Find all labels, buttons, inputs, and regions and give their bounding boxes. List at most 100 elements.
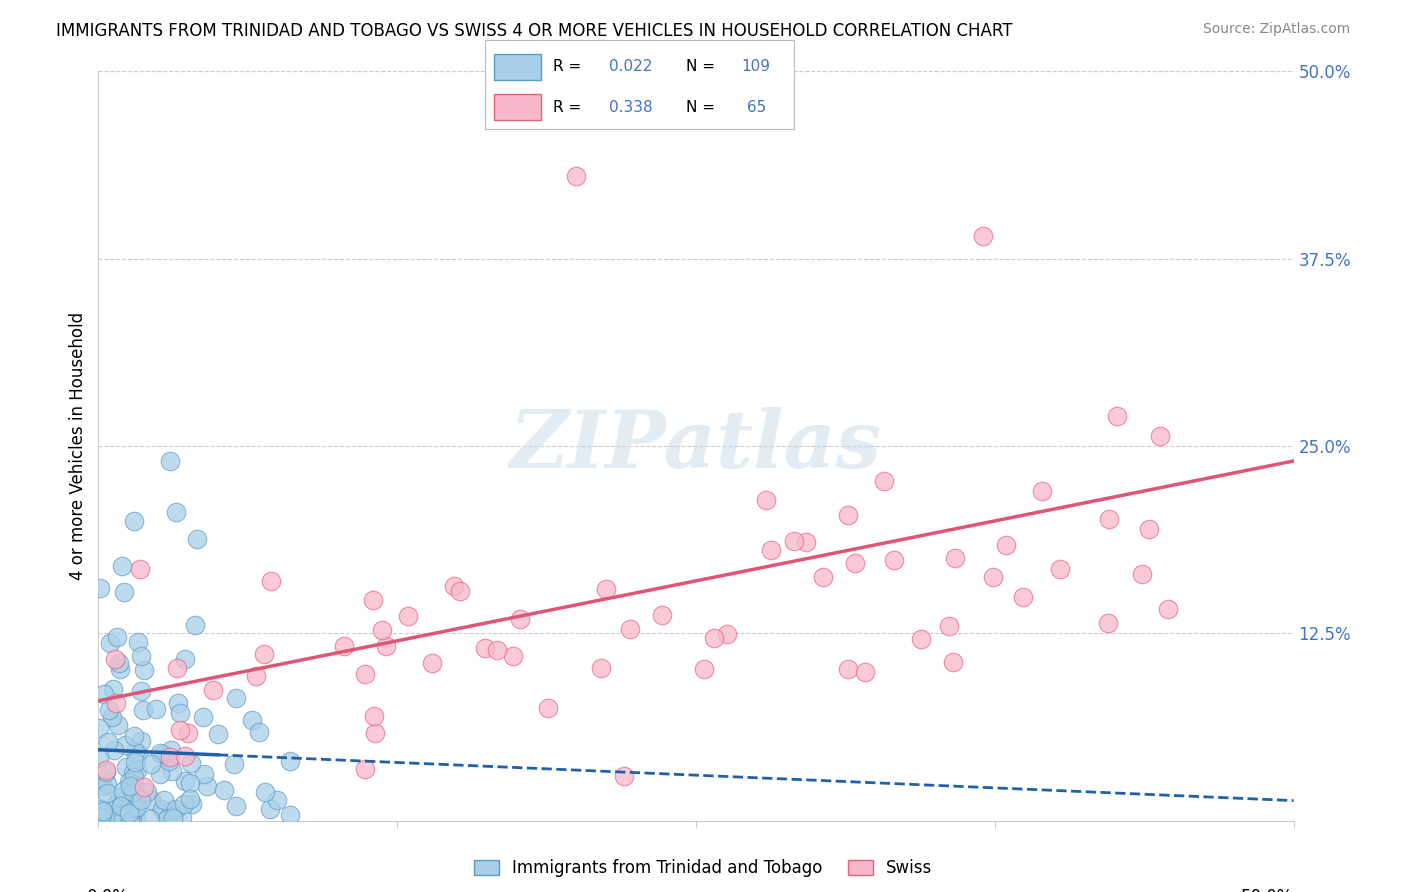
Point [121,784,143,798]
Point [374,639,396,653]
Point [278,808,301,822]
Point [105,809,128,823]
Point [124,514,146,528]
Point [191,709,214,723]
Point [169,723,191,738]
Point [122,779,145,793]
Point [122,770,145,784]
Point [124,745,146,759]
Point [122,803,145,817]
Point [120,779,142,793]
Point [1097,615,1119,630]
Point [443,578,465,592]
Point [247,725,270,739]
Point [100,710,122,724]
Point [589,661,612,675]
Text: R =: R = [553,100,586,114]
Point [174,749,197,764]
Point [125,800,148,814]
Point [111,783,134,797]
Point [943,550,966,565]
Point [224,757,246,772]
Point [1157,602,1180,616]
Bar [495,54,541,80]
Point [619,622,641,636]
Point [1011,590,1033,604]
Point [160,805,183,819]
Point [149,746,172,760]
Point [872,474,894,488]
Point [118,789,141,803]
Point [613,769,636,783]
Text: ZIPatlas: ZIPatlas [510,408,882,484]
Bar [495,94,541,120]
Point [91,805,114,819]
Point [1107,409,1129,423]
Point [152,805,174,819]
Point [94,763,117,777]
Point [103,681,125,696]
Point [87,721,110,735]
Point [364,725,387,739]
Text: 50.0%: 50.0% [1241,888,1294,892]
Point [159,749,181,764]
Point [108,656,131,670]
Point [361,592,384,607]
Text: 0.022: 0.022 [609,60,652,74]
Point [186,532,208,546]
Point [172,811,194,825]
Text: Source: ZipAtlas.com: Source: ZipAtlas.com [1202,22,1350,37]
Point [153,793,176,807]
Point [167,696,190,710]
Text: N =: N = [686,60,720,74]
Text: IMMIGRANTS FROM TRINIDAD AND TOBAGO VS SWISS 4 OR MORE VEHICLES IN HOUSEHOLD COR: IMMIGRANTS FROM TRINIDAD AND TOBAGO VS S… [56,22,1012,40]
Point [127,764,149,778]
Point [595,582,617,596]
Point [169,706,191,720]
Point [114,739,136,753]
Point [354,666,377,681]
Point [165,802,187,816]
Point [759,543,782,558]
Point [703,631,725,645]
Point [104,696,127,710]
Point [1031,483,1053,498]
Point [1049,561,1071,575]
Point [938,619,960,633]
Point [112,585,135,599]
Point [127,746,149,760]
Point [93,687,115,701]
Point [118,796,141,810]
Text: R =: R = [553,60,586,74]
Point [139,812,162,826]
Point [651,607,673,622]
Point [129,733,152,747]
Point [173,652,195,666]
Point [98,636,121,650]
Point [118,775,141,789]
Legend: Immigrants from Trinidad and Tobago, Swiss: Immigrants from Trinidad and Tobago, Swi… [467,853,939,884]
Point [96,765,118,780]
Point [108,813,131,827]
Text: 109: 109 [742,60,770,74]
Point [129,649,152,664]
Point [124,756,146,770]
Point [159,454,181,468]
Point [139,756,162,771]
Point [332,639,354,653]
Point [225,690,247,705]
Point [162,811,184,825]
Point [157,754,180,768]
Point [90,805,112,820]
Point [132,663,155,677]
Point [207,727,229,741]
Point [129,683,152,698]
Point [1130,567,1153,582]
Point [972,229,994,244]
Text: 0.0%: 0.0% [87,888,128,892]
Point [693,662,716,676]
Point [120,813,142,827]
Point [1137,522,1160,536]
Point [124,801,146,815]
Point [165,505,187,519]
